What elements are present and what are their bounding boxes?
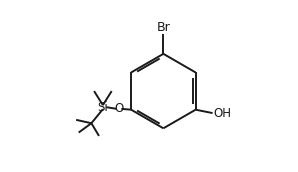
Text: O: O [114, 102, 124, 115]
Text: OH: OH [213, 107, 231, 120]
Text: Si: Si [97, 101, 108, 114]
Text: Br: Br [156, 20, 170, 34]
